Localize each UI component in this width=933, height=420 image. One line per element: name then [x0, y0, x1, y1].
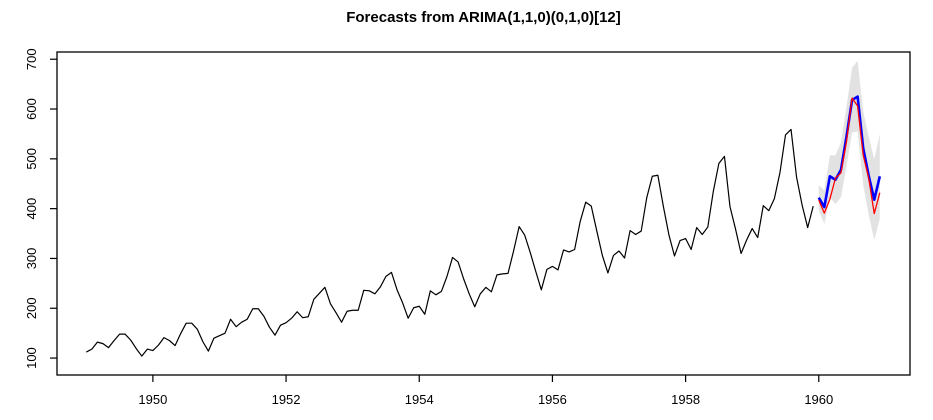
series-layer	[86, 95, 882, 357]
y-tick-label: 100	[24, 347, 39, 369]
actual-values-line	[818, 97, 881, 215]
chart-title: Forecasts from ARIMA(1,1,0)(0,1,0)[12]	[346, 9, 621, 26]
y-tick-label: 600	[24, 98, 39, 120]
y-tick-label: 300	[24, 248, 39, 270]
x-tick-label: 1956	[538, 392, 567, 407]
observed-series-line	[86, 128, 814, 357]
y-tick-label: 500	[24, 148, 39, 170]
prediction-interval-area	[818, 60, 880, 241]
x-tick-label: 1954	[405, 392, 434, 407]
x-tick-label: 1952	[272, 392, 301, 407]
prediction-interval-layer	[818, 60, 880, 241]
plot-border	[56, 51, 911, 376]
y-tick-label: 700	[24, 48, 39, 70]
y-tick-label: 200	[24, 297, 39, 319]
x-tick-label: 1958	[671, 392, 700, 407]
x-tick-label: 1950	[138, 392, 167, 407]
y-axis: 100 200 300 400 500 600 700	[24, 48, 57, 369]
y-tick-label: 400	[24, 198, 39, 220]
x-axis: 1950 1952 1954 1956 1958 1960	[138, 375, 833, 407]
x-tick-label: 1960	[804, 392, 833, 407]
